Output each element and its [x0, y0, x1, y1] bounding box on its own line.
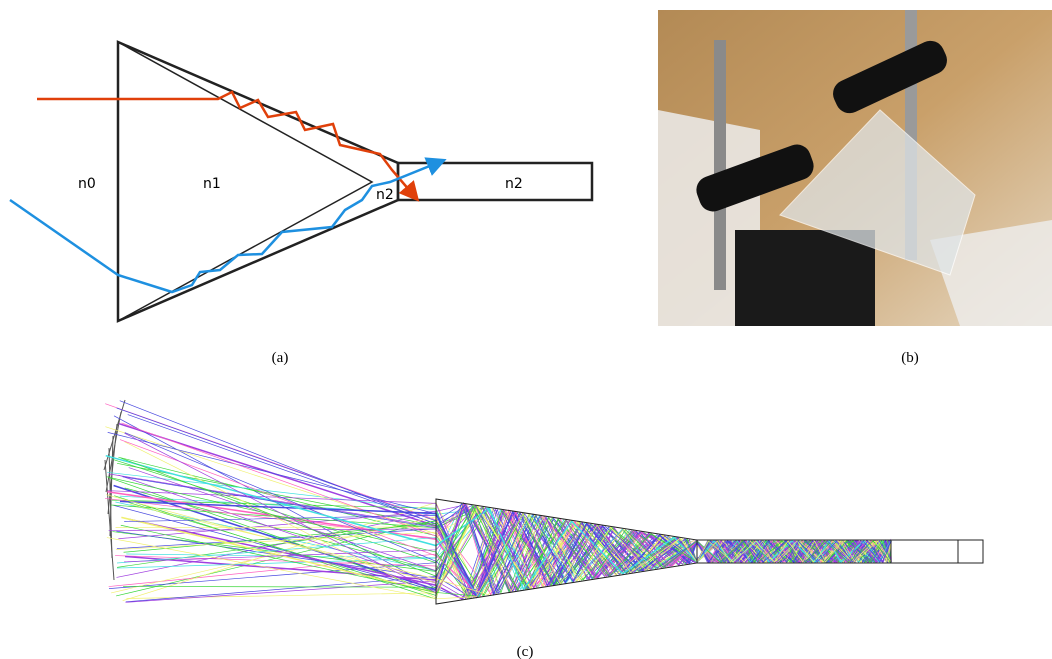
ray-blue	[10, 161, 442, 292]
inner-taper	[118, 42, 372, 321]
photo-mount	[735, 230, 875, 326]
taper	[118, 42, 398, 321]
caption: (b)	[901, 350, 919, 366]
waveguide	[398, 163, 592, 200]
figure: n0 n1 n2 n2 (a) (b) (c)	[0, 0, 1052, 659]
ray-trace	[104, 400, 891, 602]
caption: (c)	[517, 644, 534, 659]
index-label: n0	[78, 176, 96, 192]
index-label: n1	[203, 176, 221, 192]
index-label: n2	[505, 176, 523, 192]
ray	[106, 412, 121, 492]
ray	[117, 408, 891, 593]
panel-c: (c)	[104, 400, 983, 659]
caption: (a)	[272, 350, 289, 366]
panel-a: n0 n1 n2 n2 (a)	[10, 42, 592, 366]
photo-rod	[714, 40, 726, 290]
index-label: n2	[376, 187, 394, 203]
panel-b: (b)	[658, 10, 1052, 366]
